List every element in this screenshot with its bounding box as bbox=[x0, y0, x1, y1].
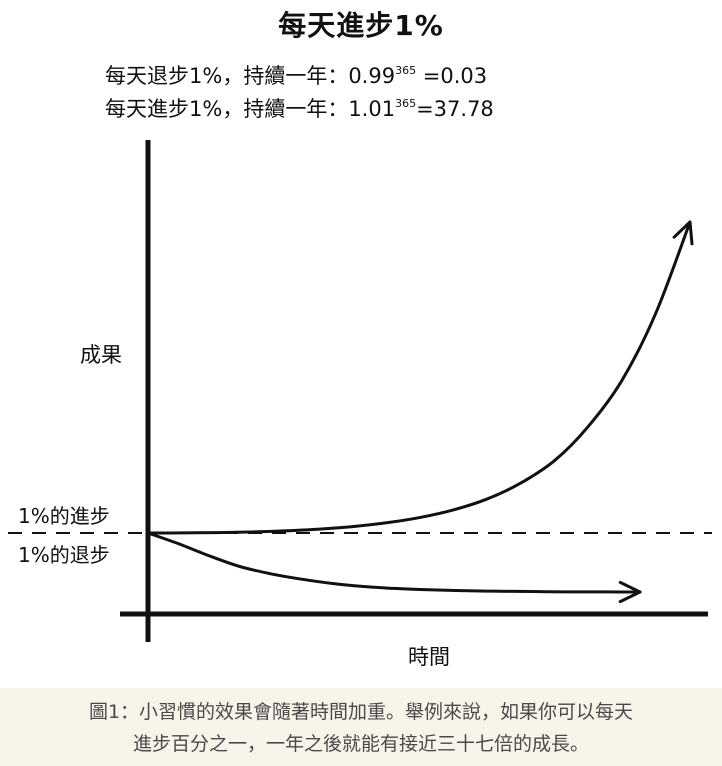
formula-growth: 每天進步1%，持續一年：1.01365=37.78 bbox=[105, 93, 494, 123]
figure-caption: 圖1：小習慣的效果會隨著時間加重。舉例來說，如果你可以每天 進步百分之一，一年之… bbox=[0, 688, 722, 766]
formula-decline: 每天退步1%，持續一年：0.99365 =0.03 bbox=[105, 60, 487, 90]
chart-plot bbox=[8, 140, 712, 642]
chart-title: 每天進步1% bbox=[278, 9, 444, 42]
caption-line-2: 進步百分之一，一年之後就能有接近三十七倍的成長。 bbox=[132, 733, 589, 755]
y-axis-label: 成果 bbox=[80, 343, 122, 367]
series-growth-line bbox=[146, 220, 692, 535]
formula-decline-text: 每天退步1%，持續一年：0.99 bbox=[105, 64, 396, 88]
formula-growth-exponent: 365 bbox=[395, 97, 417, 110]
formula-growth-text: 每天進步1%，持續一年：1.01 bbox=[105, 97, 396, 121]
figure-panel: 每天進步1% 每天退步1%，持續一年：0.99365 =0.03 每天進步1%，… bbox=[8, 9, 712, 669]
series-layer bbox=[146, 220, 694, 604]
formula-decline-result: =0.03 bbox=[416, 64, 488, 88]
series-decline-arrowhead bbox=[618, 580, 642, 604]
series-growth-arrowhead bbox=[672, 220, 694, 246]
x-axis-label: 時間 bbox=[408, 645, 450, 669]
caption-line-1: 圖1：小習慣的效果會隨著時間加重。舉例來說，如果你可以每天 bbox=[88, 701, 634, 723]
formula-growth-result: =37.78 bbox=[416, 97, 494, 121]
formula-decline-exponent: 365 bbox=[395, 64, 417, 77]
series-label-growth: 1%的進步 bbox=[18, 504, 110, 528]
series-label-decline: 1%的退步 bbox=[18, 543, 110, 567]
series-decline-line bbox=[146, 531, 642, 594]
